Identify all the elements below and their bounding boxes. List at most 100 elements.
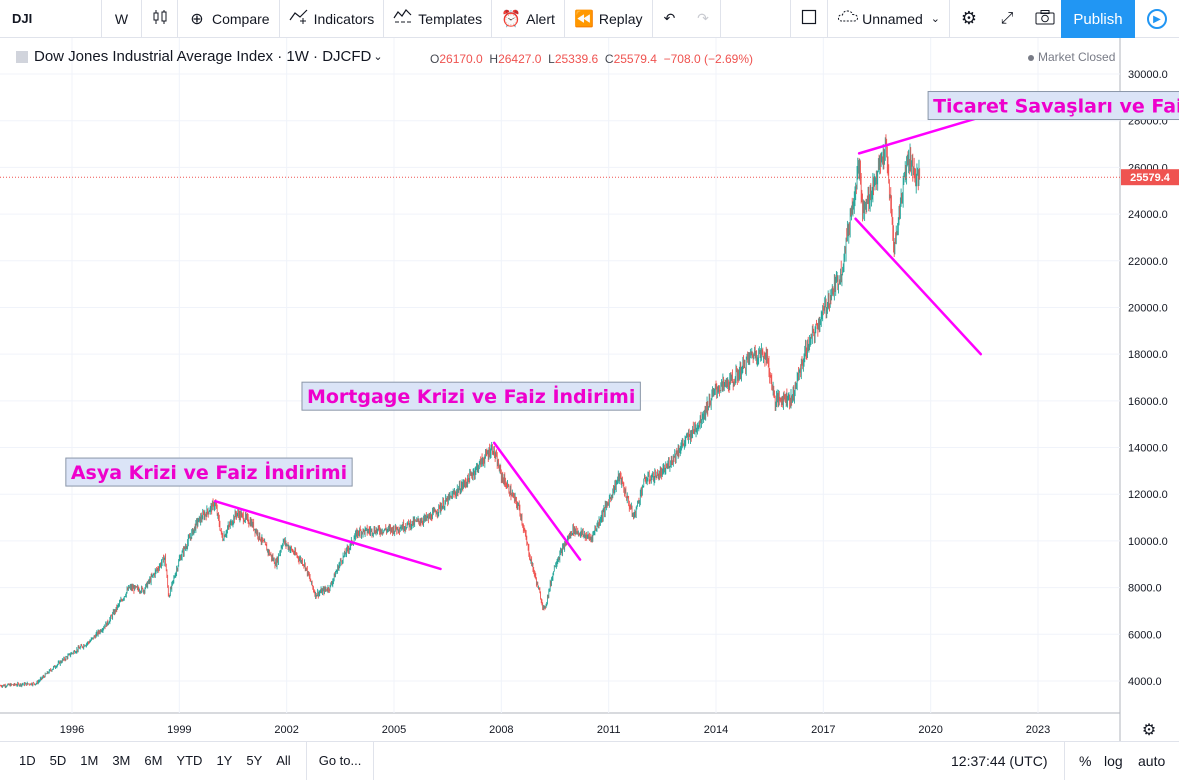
range-1m[interactable]: 1M <box>80 753 99 768</box>
snapshot-button[interactable] <box>1026 0 1064 38</box>
layout-name-label: Unnamed <box>862 10 923 27</box>
status-dot-icon <box>1028 54 1034 61</box>
trend-line <box>213 499 442 571</box>
y-tick-label: 18000.0 <box>1128 349 1168 361</box>
x-tick-label: 1999 <box>167 724 191 736</box>
trend-line <box>857 114 986 155</box>
low-key: L <box>548 52 555 66</box>
symbol-search[interactable]: DJI <box>0 0 102 38</box>
replay-play-button[interactable]: ▶ <box>1135 0 1179 38</box>
open-key: O <box>430 52 440 66</box>
alert-button[interactable]: ⏰ Alert <box>492 0 565 38</box>
change-value: −708.0 (−2.69%) <box>663 52 754 66</box>
low-value: 25339.6 <box>554 52 599 66</box>
time-label: 12:37:44 (UTC) <box>951 753 1048 769</box>
replay-button[interactable]: ⏪ Replay <box>565 0 653 38</box>
percent-toggle[interactable]: % <box>1064 742 1091 780</box>
chevron-down-icon: ⌄ <box>373 51 383 63</box>
range-all[interactable]: All <box>276 753 291 768</box>
redo-icon: ↷ <box>697 10 709 26</box>
market-status-label: Market Closed <box>1038 50 1116 64</box>
bottom-toolbar: 1D 5D 1M 3M 6M YTD 1Y 5Y All Go to... 12:37:44 (… <box>0 741 1179 780</box>
range-5d[interactable]: 5D <box>49 753 67 768</box>
auto-toggle[interactable]: auto <box>1138 742 1165 780</box>
x-tick-label: 2002 <box>274 724 298 736</box>
x-tick-label: 2023 <box>1026 724 1050 736</box>
redo-button[interactable]: ↷ <box>687 0 721 38</box>
undo-icon: ↶ <box>663 10 676 26</box>
symbol-logo-icon <box>16 50 28 63</box>
date-ranges: 1D 5D 1M 3M 6M YTD 1Y 5Y All <box>0 753 298 768</box>
y-tick-label: 4000.0 <box>1128 676 1162 688</box>
alert-label: Alert <box>526 10 555 27</box>
publish-label: Publish <box>1073 10 1123 28</box>
annotation-box <box>927 91 1179 121</box>
interval-label: W <box>114 10 129 27</box>
candles <box>0 134 921 689</box>
auto-label: auto <box>1138 753 1166 769</box>
last-price-label-box <box>1121 169 1179 186</box>
y-tick-label: 12000.0 <box>1128 489 1168 501</box>
annotation-label[interactable]: Asya Krizi ve Faiz İndirimi <box>71 460 347 484</box>
replay-label: Replay <box>598 10 643 27</box>
symbol-label: DJI <box>12 11 33 26</box>
range-5y[interactable]: 5Y <box>246 753 263 768</box>
indicators-icon <box>289 8 309 29</box>
select-layout-button[interactable] <box>790 0 829 38</box>
annotation-label[interactable]: Ticaret Savaşları ve Faiz İndirimi <box>933 94 1179 118</box>
trend-line <box>854 217 983 356</box>
legend-title: Dow Jones Industrial Average Index · 1W … <box>34 48 372 65</box>
open-value: 26170.0 <box>439 52 483 66</box>
goto-button[interactable]: Go to... <box>305 741 375 780</box>
y-tick-label: 24000.0 <box>1128 209 1168 221</box>
annotation-label[interactable]: Mortgage Krizi ve Faiz İndirimi <box>307 384 635 408</box>
x-tick-label: 2020 <box>918 724 942 736</box>
last-price-label: 25579.4 <box>1130 172 1171 184</box>
y-tick-label: 20000.0 <box>1128 302 1168 314</box>
camera-icon <box>1035 9 1055 28</box>
chevron-down-icon: ⌄ <box>930 13 940 25</box>
x-tick-label: 2014 <box>704 724 728 736</box>
percent-label: % <box>1079 753 1092 769</box>
undo-button[interactable]: ↶ <box>653 0 687 38</box>
templates-button[interactable]: Templates <box>384 0 493 38</box>
market-status: Market Closed <box>1028 50 1115 64</box>
goto-label: Go to... <box>318 753 362 768</box>
compare-button[interactable]: ⊕ Compare <box>178 0 280 38</box>
chart-legend: Dow Jones Industrial Average Index · 1W … <box>16 48 383 65</box>
interval-button[interactable]: W <box>102 0 142 38</box>
close-value: 25579.4 <box>613 52 657 66</box>
range-6m[interactable]: 6M <box>144 753 163 768</box>
high-value: 26427.0 <box>498 52 542 66</box>
range-ytd[interactable]: YTD <box>176 753 203 768</box>
top-toolbar: DJI W ⊕ Compare Indicators Templates ⏰ Ale… <box>0 0 1179 38</box>
fullscreen-button[interactable]: ⤢ <box>988 0 1026 38</box>
settings-button[interactable]: ⚙ <box>950 0 988 38</box>
publish-button[interactable]: Publish <box>1061 0 1135 38</box>
range-1y[interactable]: 1Y <box>216 753 233 768</box>
log-label: log <box>1104 753 1123 769</box>
high-key: H <box>489 52 499 66</box>
plot-background <box>0 38 1120 703</box>
cloud-icon <box>837 9 859 28</box>
x-tick-label: 2008 <box>489 724 513 736</box>
y-tick-label: 14000.0 <box>1128 443 1168 455</box>
y-tick-label: 8000.0 <box>1128 583 1162 595</box>
gear-icon: ⚙ <box>960 8 978 28</box>
annotation-box <box>301 381 641 411</box>
layout-name-button[interactable]: Unnamed ⌄ <box>828 0 950 38</box>
range-1d[interactable]: 1D <box>19 753 36 768</box>
templates-label: Templates <box>418 10 483 27</box>
alarm-icon: ⏰ <box>501 10 522 28</box>
price-chart[interactable]: 30000.028000.026000.024000.022000.020000… <box>0 38 1179 741</box>
x-tick-label: 1996 <box>60 724 84 736</box>
x-tick-label: 2005 <box>382 724 406 736</box>
range-3m[interactable]: 3M <box>112 753 131 768</box>
chart-style-button[interactable] <box>142 0 178 38</box>
y-tick-label: 6000.0 <box>1128 629 1162 641</box>
x-tick-label: 2017 <box>811 724 835 736</box>
indicators-button[interactable]: Indicators <box>280 0 385 38</box>
price-axis <box>1120 38 1179 741</box>
square-icon <box>801 9 817 28</box>
log-toggle[interactable]: log <box>1104 742 1123 780</box>
